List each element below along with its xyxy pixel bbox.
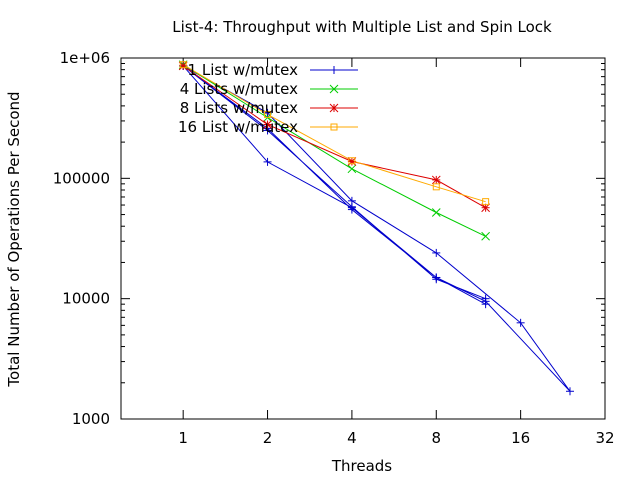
series-markers: [178, 60, 574, 396]
data-point-16-list-w-mutex: [482, 198, 490, 206]
x-tick-label: 8: [431, 429, 441, 447]
legend-label: 1 List w/mutex: [188, 61, 299, 79]
data-point-8-lists-w-mutex: [263, 120, 272, 129]
legend-marker: [330, 123, 338, 131]
legend-item-16-list-w-mutex: 16 List w/mutex: [178, 118, 358, 136]
data-point-1-list-w-mutex: [516, 318, 525, 327]
y-tick-label: 100000: [53, 169, 110, 187]
x-tick-label: 4: [347, 429, 357, 447]
plot-frame: [120, 57, 606, 420]
y-tick-label: 1000: [72, 410, 110, 428]
data-point-16-list-w-mutex: [264, 110, 272, 118]
legend-label: 4 Lists w/mutex: [180, 80, 298, 98]
y-tick-label: 10000: [62, 290, 110, 308]
chart-title: List-4: Throughput with Multiple List an…: [172, 18, 552, 36]
x-tick-label: 32: [595, 429, 614, 447]
legend-marker: [329, 103, 339, 113]
data-point-1-list-w-mutex: [263, 157, 272, 166]
data-point-4-lists-w-mutex: [431, 208, 441, 217]
legend-item-1-list-w-mutex: 1 List w/mutex: [188, 61, 358, 79]
data-point-1-list-w-mutex: [565, 387, 574, 396]
data-point-8-lists-w-mutex: [431, 175, 441, 185]
data-point-1-list-w-mutex: [347, 202, 356, 211]
y-axis-label: Total Number of Operations Per Second: [5, 91, 23, 387]
data-point-1-list-w-mutex: [432, 275, 441, 284]
legend-marker: [330, 66, 338, 74]
data-point-16-list-w-mutex: [348, 157, 356, 165]
legend-label: 16 List w/mutex: [178, 118, 298, 136]
x-tick-label: 1: [178, 429, 188, 447]
x-axis-label: Threads: [331, 457, 392, 475]
x-tick-label: 16: [511, 429, 530, 447]
x-tick-label: 2: [263, 429, 273, 447]
data-point-16-list-w-mutex: [432, 183, 440, 191]
data-point-4-lists-w-mutex: [347, 164, 357, 174]
data-point-1-list-w-mutex: [481, 294, 490, 303]
legend-item-4-lists-w-mutex: 4 Lists w/mutex: [180, 80, 358, 98]
y-tick-label: 1e+06: [60, 49, 110, 67]
legend-label: 8 Lists w/mutex: [180, 99, 298, 117]
legend-item-8-lists-w-mutex: 8 Lists w/mutex: [180, 99, 358, 117]
axis-ticks: 1 2 4 8 16 32 1000 10000 100000 1e+06: [53, 49, 615, 447]
data-point-1-list-w-mutex: [432, 248, 441, 257]
data-point-16-list-w-mutex: [179, 61, 187, 69]
legend-marker: [329, 84, 339, 94]
data-point-4-lists-w-mutex: [481, 231, 490, 241]
